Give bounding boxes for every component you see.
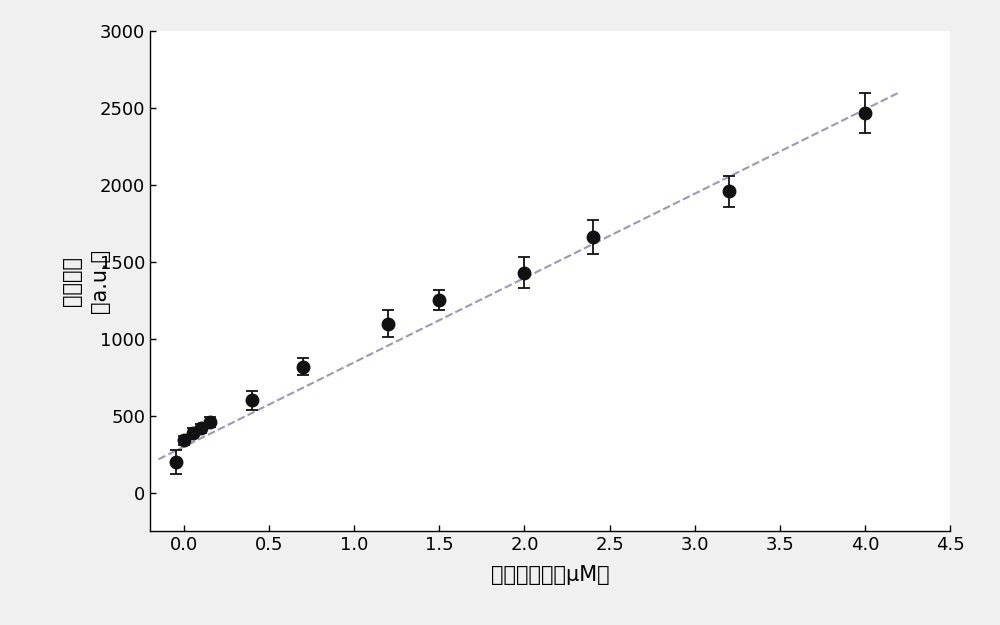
X-axis label: 啎虫脊浓度（μM）: 啎虫脊浓度（μM）: [491, 565, 609, 585]
Y-axis label: 拉曼强度
（a.u.）: 拉曼强度 （a.u.）: [62, 249, 110, 313]
